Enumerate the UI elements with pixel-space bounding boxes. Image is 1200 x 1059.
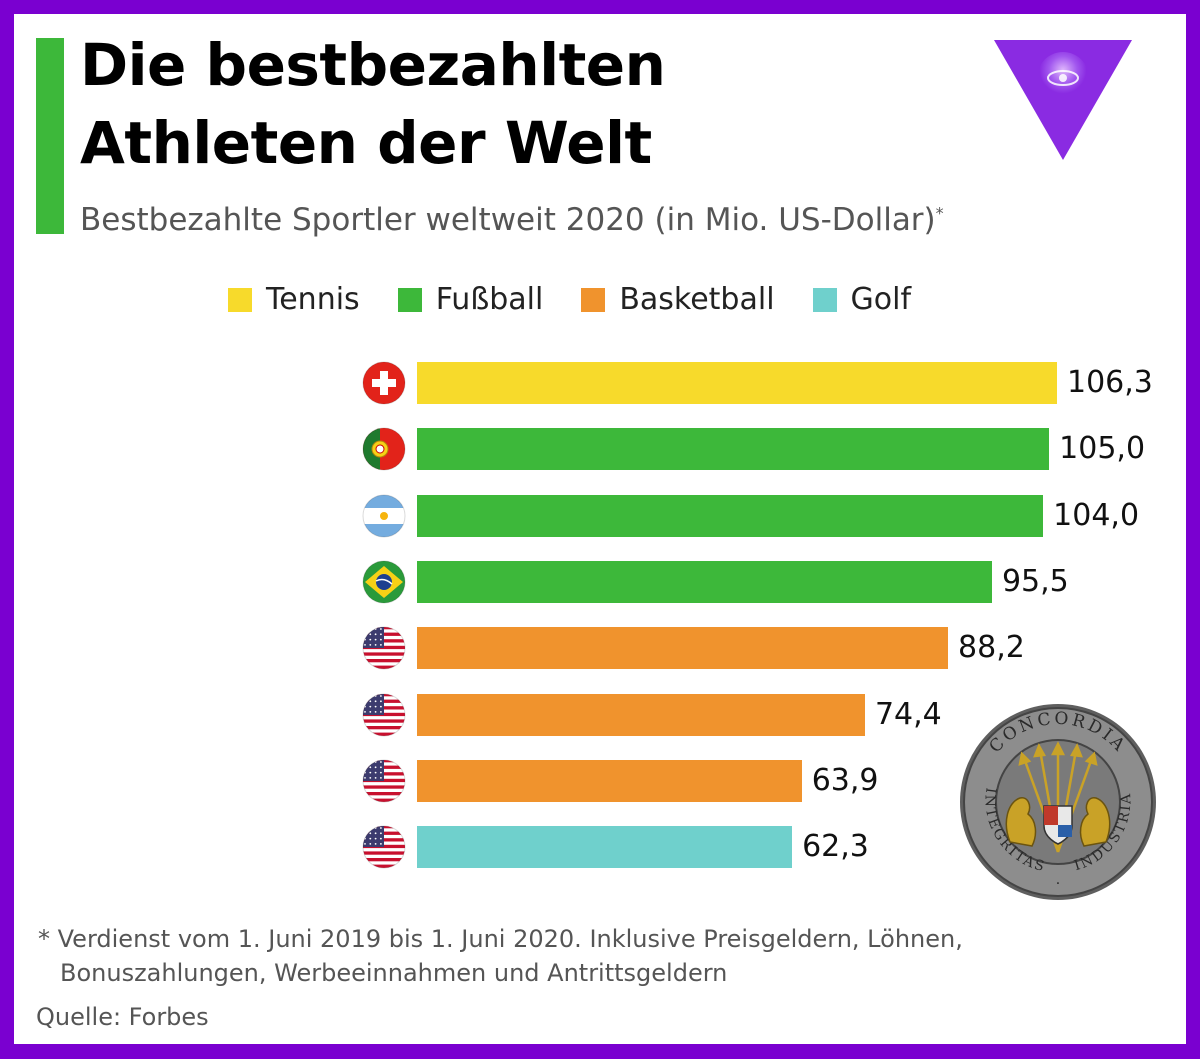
legend-label: Fußball [435,282,544,317]
legend-swatch [228,288,252,312]
bar-lebron-james [417,627,949,670]
bar-tiger-woods [417,826,793,869]
chart-title-line-2: Athleten der Welt [80,109,652,177]
portugal-flag-icon [362,427,406,471]
bar-value-label: 62,3 [802,829,869,865]
legend-label: Golf [850,282,912,317]
chart-subtitle: Bestbezahlte Sportler weltweit 2020 (in … [80,200,944,240]
chart-title-line-1: Die bestbezahlten [80,31,666,99]
legend-label: Basketball [619,282,775,317]
legend-swatch [812,288,837,312]
bar-kevin-durant [417,759,802,802]
title-accent-bar [36,38,64,234]
bar-lionel-messi [417,494,1044,537]
legend-item-golf: Golf [812,280,912,320]
legend-swatch [397,288,422,312]
seal-separator: · [1056,876,1060,892]
bar-neymar [417,560,992,603]
bar-value-label: 105,0 [1059,431,1146,467]
usa-flag-icon [362,759,406,803]
usa-flag-icon [362,825,406,869]
legend-swatch [581,288,606,312]
argentina-flag-icon [362,494,406,538]
eye-triangle-logo-icon [994,40,1132,160]
chart-footnote: * Verdienst vom 1. Juni 2019 bis 1. Juni… [38,922,963,990]
bar-christiano-ronaldo [417,428,1050,471]
bar-stephen-curry [417,693,865,736]
legend-item-tennis: Tennis [228,280,360,320]
footnote-line-2: Bonuszahlungen, Werbeeinnahmen und Antri… [60,959,728,987]
bar-value-label: 106,3 [1067,365,1153,400]
chart-source: Quelle: Forbes [36,1003,209,1031]
legend-item-fussball: Fußball [397,280,544,320]
concordia-seal-logo: CONCORDIA INTEGRITAS INDUSTRIA · [960,704,1156,900]
bar-value-label: 88,2 [958,630,1025,666]
lion-right-icon [1079,797,1111,847]
chart-legend: Tennis Fußball Basketball Golf [228,280,949,320]
usa-flag-icon [362,626,406,670]
infographic-card: Die bestbezahlten Athleten der Welt Best… [14,14,1186,1044]
arrows-bundle-icon [1018,741,1098,853]
subtitle-text: Bestbezahlte Sportler weltweit 2020 (in … [80,202,936,238]
bar-roger-federer [417,362,1057,404]
bar-value-label: 74,4 [874,696,942,732]
footnote-line-1: * Verdienst vom 1. Juni 2019 bis 1. Juni… [38,925,963,953]
bar-value-label: 63,9 [811,762,879,798]
brazil-flag-icon [362,560,406,604]
footnote-mark: * [935,203,944,223]
lion-left-icon [1005,797,1037,847]
switzerland-flag-icon [362,361,406,405]
usa-flag-icon [362,693,406,737]
bar-value-label: 95,5 [1001,563,1069,599]
legend-label: Tennis [266,282,360,317]
coat-of-arms-shield-icon [1043,805,1073,845]
bar-value-label: 104,0 [1053,497,1140,533]
legend-item-basketball: Basketball [581,280,775,320]
